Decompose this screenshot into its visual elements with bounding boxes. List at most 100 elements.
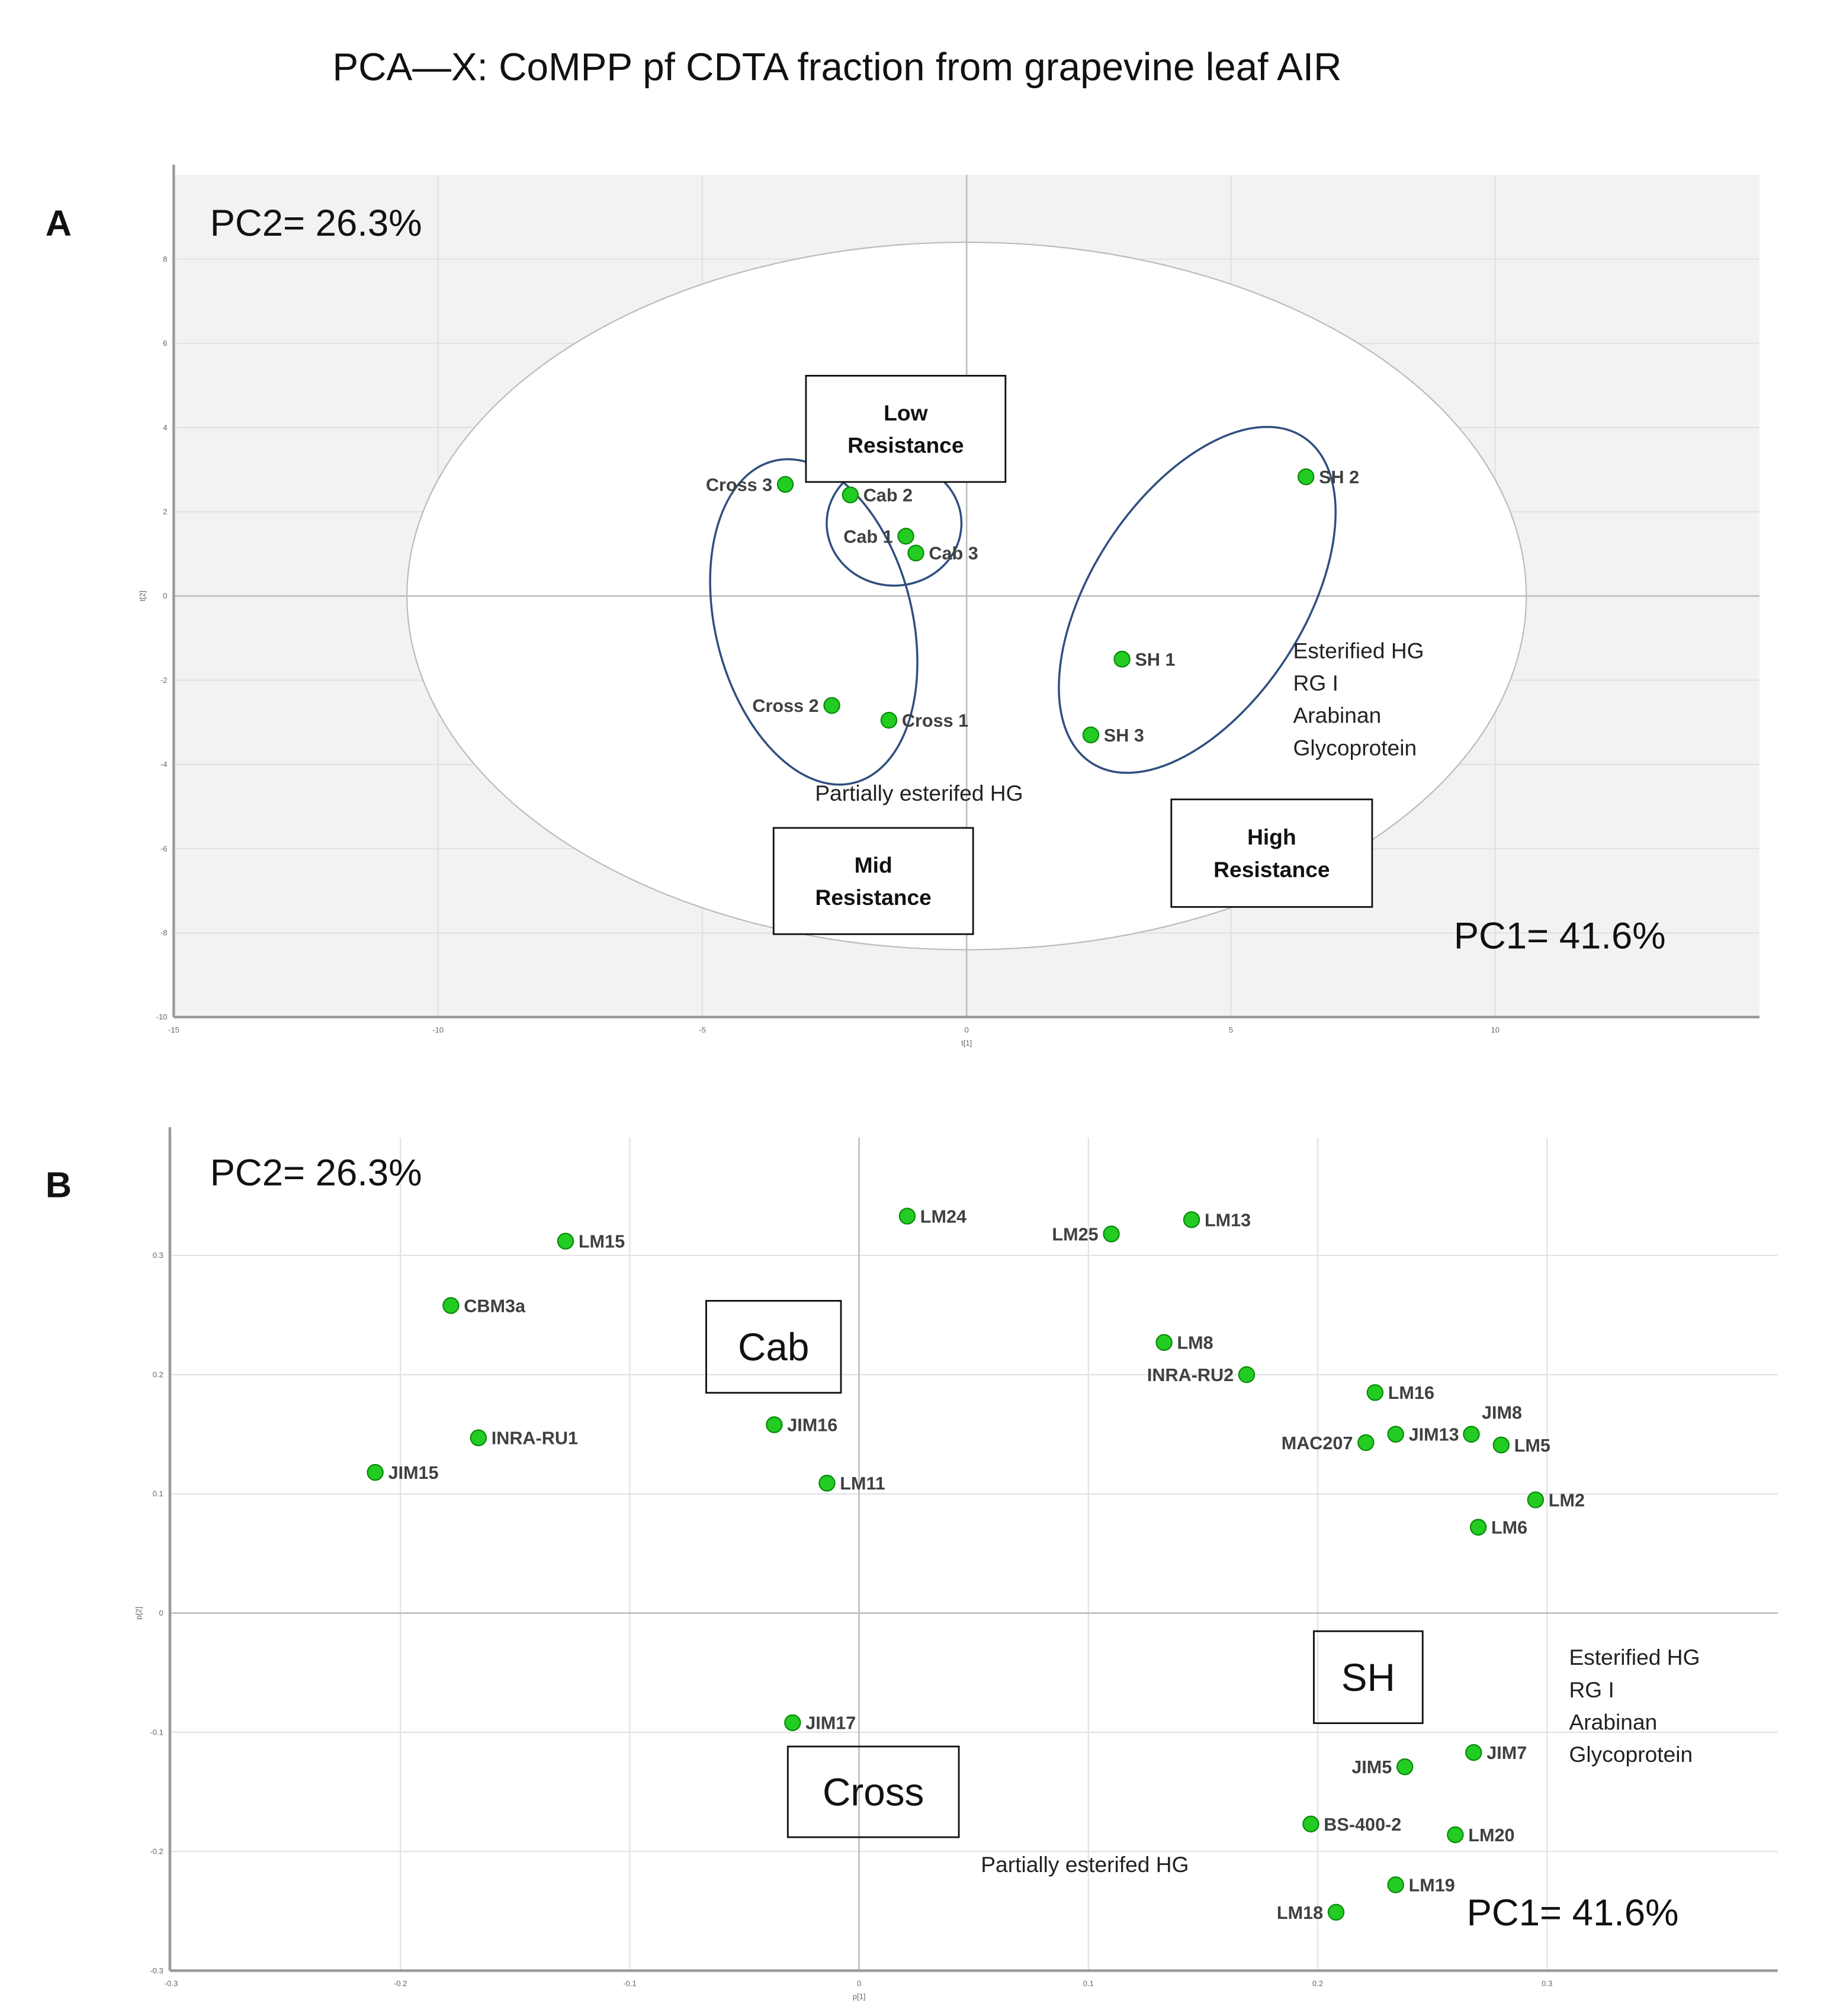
data-point: LM2 xyxy=(1527,1490,1585,1510)
point-marker xyxy=(470,1429,487,1446)
data-point: SH 1 xyxy=(1113,650,1176,670)
point-marker xyxy=(1113,650,1131,668)
y-tick-label: -6 xyxy=(160,844,168,853)
plot-area xyxy=(169,1137,1778,1971)
data-point: Cross 2 xyxy=(752,696,840,716)
data-point: JIM15 xyxy=(367,1463,439,1483)
point-marker xyxy=(1387,1876,1404,1893)
data-point: LM11 xyxy=(818,1474,885,1494)
group-box xyxy=(1313,1630,1424,1725)
point-label: Cross 2 xyxy=(752,696,818,716)
data-point: Cross 1 xyxy=(880,711,968,731)
x-tick-label: 10 xyxy=(1491,1026,1500,1035)
group-box-label: Resistance xyxy=(815,885,931,910)
point-marker xyxy=(1387,1426,1404,1443)
point-label: Cab 3 xyxy=(929,544,978,564)
point-marker xyxy=(766,1416,783,1433)
pc1-variance-label: PC1= 41.6% xyxy=(1467,1892,1679,1934)
x-tick-label: -0.3 xyxy=(165,1979,178,1988)
data-point: INRA-RU1 xyxy=(470,1428,578,1449)
point-label: JIM13 xyxy=(1409,1425,1459,1445)
point-marker xyxy=(1527,1491,1545,1508)
annotation-line: Glycoprotein xyxy=(1293,735,1417,760)
cross-group-ellipse xyxy=(709,458,919,786)
point-label: CBM3a xyxy=(464,1296,526,1316)
data-point: LM24 xyxy=(898,1206,967,1227)
y-tick-label: 8 xyxy=(163,255,167,264)
y-tick-label: 0.2 xyxy=(153,1370,163,1379)
point-marker xyxy=(1238,1366,1256,1383)
point-label: MAC207 xyxy=(1282,1433,1353,1453)
group-box xyxy=(772,827,974,935)
data-point: Cab 2 xyxy=(842,486,913,506)
group-box-label: High xyxy=(1247,824,1296,849)
group-box xyxy=(805,374,1007,483)
data-point: LM18 xyxy=(1277,1903,1345,1923)
figure-title: PCA—X: CoMPP pf CDTA fraction from grape… xyxy=(332,46,1341,89)
data-point: LM15 xyxy=(557,1232,625,1252)
data-point: INRA-RU2 xyxy=(1147,1365,1256,1385)
point-label: LM11 xyxy=(840,1474,885,1494)
x-tick-label: -0.2 xyxy=(394,1979,407,1988)
data-point: SH 2 xyxy=(1298,467,1359,487)
point-label: LM25 xyxy=(1052,1225,1098,1245)
point-label: JIM15 xyxy=(388,1463,438,1483)
group-box-label: Low xyxy=(884,400,927,425)
point-label: LM18 xyxy=(1277,1903,1323,1923)
x-tick-label: 0 xyxy=(965,1026,969,1035)
annotation-line: Arabinan xyxy=(1569,1710,1657,1735)
data-point: LM13 xyxy=(1183,1210,1251,1230)
point-marker xyxy=(1327,1903,1345,1921)
point-label: LM19 xyxy=(1409,1875,1455,1895)
point-label: LM8 xyxy=(1177,1333,1213,1353)
point-marker xyxy=(1302,1815,1319,1833)
point-label: SH 3 xyxy=(1104,725,1144,746)
annotation-line: Arabinan xyxy=(1293,703,1381,728)
point-label: JIM7 xyxy=(1486,1743,1527,1763)
point-label: JIM17 xyxy=(805,1713,856,1733)
data-point: CBM3a xyxy=(442,1296,526,1316)
point-label: SH 2 xyxy=(1319,467,1359,487)
loadings-plot: -0.3 -0.2 -0.1 0 0.1 0.2 0.3 -0.3 -0.2 -0.1 0 0.1 0.… xyxy=(134,1127,1778,2001)
point-marker xyxy=(1357,1434,1375,1452)
point-marker xyxy=(818,1475,836,1492)
point-label: LM24 xyxy=(920,1206,967,1227)
annotation-partially-esterified: Partially esterifed HG xyxy=(981,1852,1189,1877)
x-tick-label: 0.2 xyxy=(1312,1979,1323,1988)
point-label: JIM5 xyxy=(1351,1757,1392,1777)
point-marker xyxy=(897,528,914,545)
point-marker xyxy=(1447,1826,1464,1844)
point-label: JIM8 xyxy=(1482,1402,1522,1423)
data-point: SH 3 xyxy=(1082,725,1144,746)
point-marker xyxy=(1155,1334,1173,1351)
scores-plot: -15 -10 -5 0 5 10-10-8-6-4-202468t[1]t[2]LowR… xyxy=(138,164,1760,1047)
x-tick-label: -0.1 xyxy=(623,1979,637,1988)
point-label: LM15 xyxy=(579,1232,625,1252)
point-marker xyxy=(784,1714,801,1732)
point-marker xyxy=(1492,1436,1510,1454)
annotation-line: RG I xyxy=(1293,670,1338,695)
point-marker xyxy=(442,1297,460,1314)
group-box-label: Cross xyxy=(823,1771,924,1814)
y-axis-label: p[2] xyxy=(134,1607,143,1620)
point-label: LM6 xyxy=(1491,1518,1527,1538)
data-point: JIM8 xyxy=(1463,1402,1522,1443)
y-tick-label: 4 xyxy=(163,423,167,432)
point-marker xyxy=(1396,1758,1414,1776)
y-tick-label: -8 xyxy=(160,928,168,937)
x-axis-label: t[1] xyxy=(961,1038,972,1047)
pc2-variance-label: PC2= 26.3% xyxy=(210,203,422,244)
group-box xyxy=(705,1299,842,1394)
data-point: BS-400-2 xyxy=(1302,1815,1401,1835)
point-marker xyxy=(1469,1519,1487,1536)
point-marker xyxy=(842,486,859,503)
annotation-line: Esterified HG xyxy=(1293,638,1424,663)
point-label: Cab 2 xyxy=(863,486,913,506)
x-tick-label: 0 xyxy=(857,1979,861,1988)
point-label: Cross 3 xyxy=(706,475,772,495)
point-label: LM16 xyxy=(1388,1383,1434,1403)
point-label: BS-400-2 xyxy=(1324,1815,1401,1835)
data-point: JIM16 xyxy=(766,1415,837,1436)
point-marker xyxy=(1463,1426,1480,1443)
data-point: Cross 3 xyxy=(706,475,794,495)
